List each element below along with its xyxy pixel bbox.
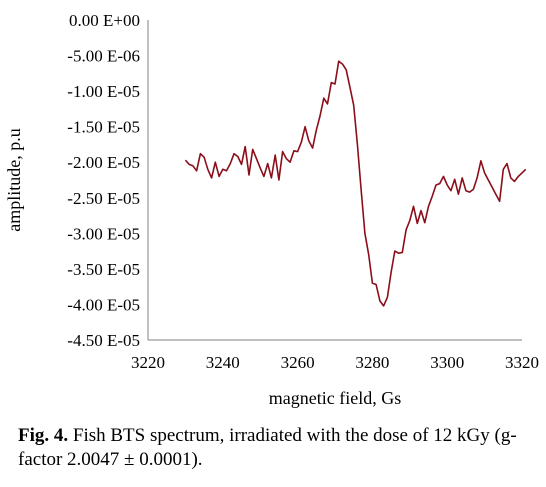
y-tick-label: -4.50 E-05	[67, 331, 140, 350]
x-tick-label: 3320	[505, 353, 539, 372]
caption-label: Fig. 4.	[18, 425, 69, 446]
y-tick-label: -3.50 E-05	[67, 260, 140, 279]
caption-text: Fish BTS spectrum, irradiated with the d…	[18, 425, 517, 470]
x-tick-label: 3240	[206, 353, 240, 372]
x-tick-labels: 3220 3240 3260 3280 3300 3320	[131, 353, 539, 372]
x-tick-label: 3280	[355, 353, 389, 372]
x-tick-label: 3300	[430, 353, 464, 372]
y-axis-title: amplitude, p.u	[4, 128, 24, 231]
y-tick-label: -2.00 E-05	[67, 153, 140, 172]
y-tick-label: -1.50 E-05	[67, 118, 140, 137]
y-tick-labels: 0.00 E+00 -5.00 E-06 -1.00 E-05 -1.50 E-05 -…	[67, 11, 140, 350]
y-tick-label: -1.00 E-05	[67, 82, 140, 101]
series-line	[184, 60, 527, 307]
x-tick-label: 3260	[281, 353, 315, 372]
x-axis-title: magnetic field, Gs	[269, 388, 401, 408]
y-tick-label: -5.00 E-06	[67, 47, 140, 66]
chart: 0.00 E+00 -5.00 E-06 -1.00 E-05 -1.50 E-05 -…	[4, 11, 539, 408]
y-tick-label: -4.00 E-05	[67, 295, 140, 314]
figure-caption: Fig. 4. Fish BTS spectrum, irradiated wi…	[18, 424, 538, 472]
y-tick-label: 0.00 E+00	[69, 11, 140, 30]
x-tick-label: 3220	[131, 353, 165, 372]
y-tick-label: -3.00 E-05	[67, 224, 140, 243]
y-tick-label: -2.50 E-05	[67, 189, 140, 208]
